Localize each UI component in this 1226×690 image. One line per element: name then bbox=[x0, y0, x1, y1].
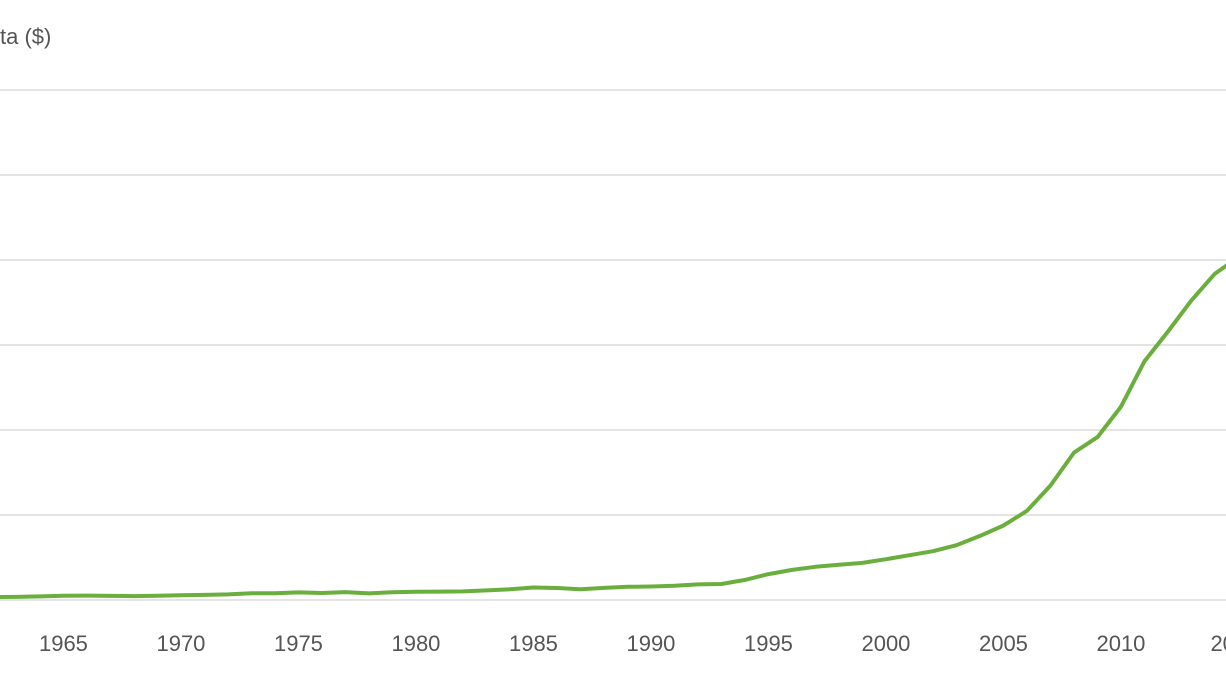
x-tick-label: 1990 bbox=[626, 631, 675, 656]
x-tick-label: 1965 bbox=[39, 631, 88, 656]
x-tick-label: 1970 bbox=[156, 631, 205, 656]
x-tick-label: 20 bbox=[1210, 631, 1226, 656]
x-tick-label: 1975 bbox=[274, 631, 323, 656]
x-tick-label: 2010 bbox=[1096, 631, 1145, 656]
x-tick-label: 2005 bbox=[979, 631, 1028, 656]
x-tick-label: 1995 bbox=[744, 631, 793, 656]
x-tick-label: 1985 bbox=[509, 631, 558, 656]
data-line bbox=[0, 263, 1226, 599]
x-tick-label: 1980 bbox=[391, 631, 440, 656]
x-tick-label: 2000 bbox=[861, 631, 910, 656]
chart-title: ta ($) bbox=[0, 24, 51, 49]
